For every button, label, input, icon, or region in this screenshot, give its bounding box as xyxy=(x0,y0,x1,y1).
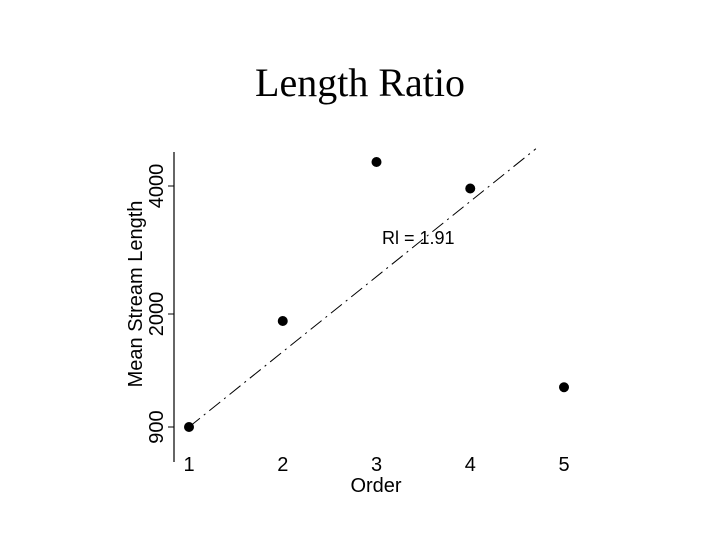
x-tick-label: 2 xyxy=(277,454,288,476)
data-points xyxy=(184,157,569,432)
x-tick-label: 4 xyxy=(465,454,476,476)
y-tick-label: 4000 xyxy=(146,164,168,209)
data-point xyxy=(184,422,194,432)
ri-annotation: Rl = 1.91 xyxy=(382,228,455,248)
y-tick-label: 900 xyxy=(146,410,168,443)
data-point xyxy=(371,157,382,167)
regression-line xyxy=(188,148,537,428)
y-tick-label: 2000 xyxy=(146,292,168,337)
data-point xyxy=(465,183,476,194)
x-axis-label: Order xyxy=(350,475,401,497)
y-ticks: 900 2000 4000 xyxy=(146,164,174,444)
y-axis-label: Mean Stream Length xyxy=(125,201,147,388)
data-point xyxy=(277,316,288,326)
x-tick-label: 3 xyxy=(371,454,382,476)
data-point xyxy=(559,382,569,393)
x-tick-label: 1 xyxy=(183,454,194,476)
x-tick-label: 5 xyxy=(558,454,569,476)
chart-title: Length Ratio xyxy=(255,60,465,105)
x-ticks: 1 2 3 4 5 xyxy=(183,454,569,476)
fit-line xyxy=(188,148,537,428)
